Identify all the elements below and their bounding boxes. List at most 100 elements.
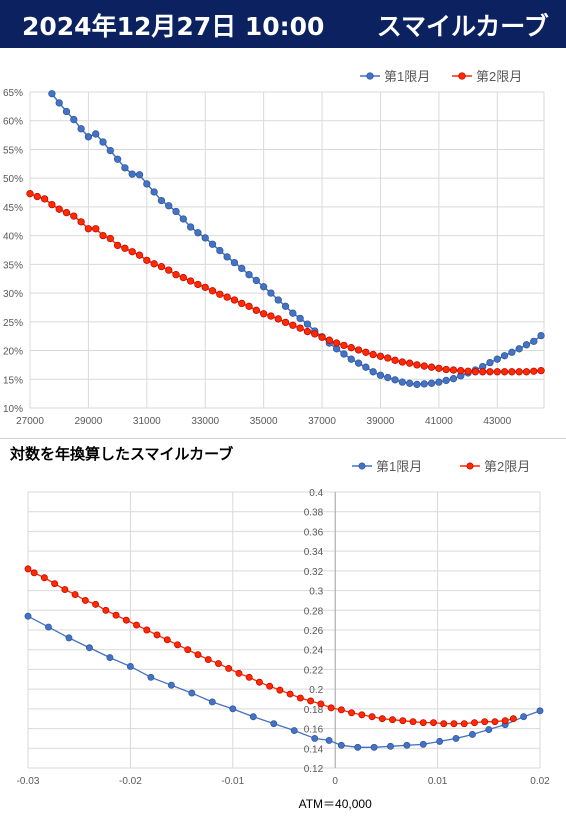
data-point-series-2 xyxy=(303,327,312,336)
data-point-series-2 xyxy=(133,621,140,629)
data-point-series-2 xyxy=(399,717,407,725)
y-tick-label: 0.12 xyxy=(304,764,324,775)
data-point-series-1 xyxy=(194,229,202,237)
data-point-series-1 xyxy=(179,215,187,223)
data-point-series-1 xyxy=(520,713,528,721)
legend-label-2: 第2限月 xyxy=(484,460,530,474)
data-point-series-2 xyxy=(307,697,315,705)
legend-label-1: 第1限月 xyxy=(376,460,422,474)
data-point-series-1 xyxy=(230,258,239,267)
data-point-series-1 xyxy=(281,302,290,310)
data-point-series-1 xyxy=(515,345,523,353)
data-point-series-2 xyxy=(376,352,385,360)
x-tick-label: 27000 xyxy=(16,416,44,427)
data-point-series-1 xyxy=(113,155,122,163)
data-point-series-2 xyxy=(61,586,69,594)
data-point-series-1 xyxy=(413,380,421,389)
data-point-series-1 xyxy=(188,689,196,697)
x-tick-label: 33000 xyxy=(191,416,219,427)
data-point-series-2 xyxy=(266,682,274,690)
data-point-series-2 xyxy=(389,716,396,724)
data-point-series-2 xyxy=(449,366,458,374)
data-point-series-1 xyxy=(340,350,348,358)
data-point-series-2 xyxy=(40,574,48,582)
data-point-series-2 xyxy=(530,367,538,375)
data-point-series-2 xyxy=(481,718,489,726)
legend-label-1: 第1限月 xyxy=(384,69,430,84)
data-point-series-1 xyxy=(530,337,538,346)
data-point-series-2 xyxy=(337,706,345,714)
data-point-series-1 xyxy=(106,654,114,662)
data-point-series-1 xyxy=(370,743,378,751)
data-point-series-2 xyxy=(255,678,263,686)
data-point-series-1 xyxy=(289,309,297,317)
data-point-series-1 xyxy=(77,125,85,133)
data-point-series-2 xyxy=(84,225,93,233)
data-point-series-1 xyxy=(126,663,134,670)
data-point-series-1 xyxy=(537,331,545,340)
x-tick-label: 0 xyxy=(332,776,338,787)
data-point-series-2 xyxy=(493,368,501,376)
data-point-series-1 xyxy=(157,196,166,205)
data-point-series-2 xyxy=(332,339,341,347)
data-point-series-2 xyxy=(259,310,268,318)
data-point-series-2 xyxy=(184,646,192,654)
data-point-series-2 xyxy=(92,225,100,233)
data-point-series-1 xyxy=(369,368,377,376)
data-point-series-2 xyxy=(135,251,144,259)
data-point-series-1 xyxy=(65,634,73,642)
data-point-series-1 xyxy=(403,741,411,749)
data-point-series-1 xyxy=(165,202,173,210)
data-point-series-1 xyxy=(55,99,63,107)
data-point-series-1 xyxy=(486,358,494,367)
data-point-series-2 xyxy=(201,283,209,291)
y-tick-label: 65% xyxy=(3,88,23,99)
data-point-series-2 xyxy=(515,368,523,376)
data-point-series-2 xyxy=(223,293,231,301)
x-tick-label: -0.02 xyxy=(119,776,142,787)
data-point-series-1 xyxy=(99,138,107,146)
data-point-series-2 xyxy=(491,718,499,726)
data-point-series-1 xyxy=(337,741,345,749)
data-point-series-1 xyxy=(24,612,32,620)
data-point-series-2 xyxy=(450,720,458,728)
y-tick-label: 0.3 xyxy=(309,587,323,598)
y-tick-label: 60% xyxy=(3,117,23,128)
x-tick-label: 31000 xyxy=(133,416,161,427)
data-point-series-2 xyxy=(92,600,100,608)
data-point-series-2 xyxy=(48,200,56,209)
data-point-series-2 xyxy=(354,346,363,354)
data-point-series-2 xyxy=(77,218,85,226)
data-point-series-2 xyxy=(442,365,450,374)
data-point-series-1 xyxy=(267,289,275,297)
data-point-series-2 xyxy=(419,719,427,727)
y-tick-label: 0.28 xyxy=(304,606,324,617)
y-tick-label: 0.34 xyxy=(304,547,324,558)
data-point-series-1 xyxy=(259,283,268,291)
data-point-series-2 xyxy=(471,368,480,376)
data-point-series-2 xyxy=(327,704,335,712)
data-point-series-2 xyxy=(409,718,417,726)
legend-marker-1 xyxy=(358,462,366,470)
data-point-series-1 xyxy=(216,246,224,255)
data-point-series-2 xyxy=(165,266,173,274)
log-chart-title: 対数を年換算したスマイルカーブ xyxy=(10,445,234,463)
data-point-series-1 xyxy=(508,348,516,356)
data-point-series-2 xyxy=(186,277,195,285)
x-tick-label: -0.01 xyxy=(221,776,244,787)
data-point-series-1 xyxy=(493,355,501,363)
data-point-series-2 xyxy=(33,192,41,201)
chart-divider xyxy=(0,438,566,439)
data-point-series-2 xyxy=(150,260,158,268)
data-point-series-1 xyxy=(245,271,253,279)
data-point-series-1 xyxy=(536,707,544,715)
data-point-series-1 xyxy=(48,90,56,98)
data-point-series-2 xyxy=(406,359,414,367)
data-point-series-1 xyxy=(354,743,362,751)
y-tick-label: 35% xyxy=(3,260,23,271)
series-line-1 xyxy=(51,93,542,386)
data-point-series-2 xyxy=(420,362,428,370)
x-tick-label: -0.03 xyxy=(17,776,40,787)
data-point-series-1 xyxy=(249,713,257,721)
data-point-series-1 xyxy=(296,314,304,323)
